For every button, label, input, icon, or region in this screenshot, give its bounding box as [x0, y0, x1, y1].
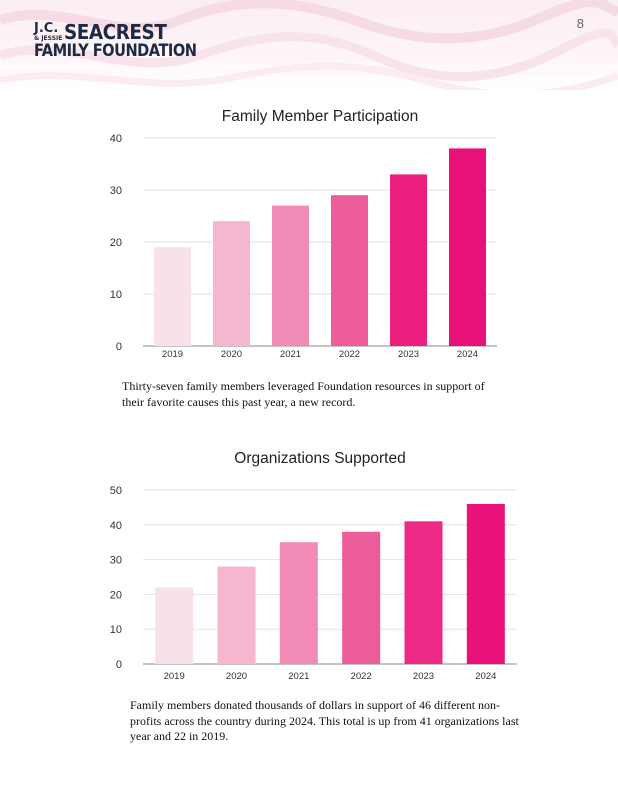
bar-2021: [279, 542, 318, 664]
x-tick-label: 2019: [164, 671, 185, 682]
chart-title-organizations: Organizations Supported: [234, 450, 406, 467]
logo-jc-jessie: J.C. & JESSIE: [34, 21, 63, 42]
y-tick-label: 20: [110, 589, 122, 601]
y-tick-label: 0: [116, 341, 122, 353]
x-tick-label: 2021: [288, 671, 309, 682]
bar-2024: [466, 503, 505, 664]
bar-2023: [390, 174, 427, 346]
y-tick-label: 40: [110, 520, 122, 532]
bar-2020: [213, 221, 250, 346]
x-tick-label: 2024: [457, 349, 478, 360]
x-tick-label: 2023: [398, 349, 419, 360]
page-number: 8: [576, 16, 584, 31]
y-tick-label: 50: [110, 485, 122, 497]
x-tick-label: 2024: [475, 671, 496, 682]
y-tick-label: 30: [110, 555, 122, 567]
bar-2019: [155, 587, 194, 664]
bar-2021: [272, 205, 309, 346]
y-tick-label: 10: [110, 624, 122, 636]
bar-2020: [217, 566, 256, 664]
caption-organizations: Family members donated thousands of doll…: [130, 698, 519, 743]
bar-2022: [342, 531, 381, 664]
y-tick-label: 20: [110, 237, 122, 249]
x-tick-label: 2020: [221, 349, 242, 360]
decorative-pattern: [0, 0, 618, 90]
caption-participation: Thirty-seven family members leveraged Fo…: [122, 379, 485, 409]
y-tick-label: 0: [116, 659, 122, 671]
y-tick-label: 40: [110, 133, 122, 145]
x-tick-label: 2022: [339, 349, 360, 360]
x-tick-label: 2021: [280, 349, 301, 360]
logo-jessie-text: & JESSIE: [34, 35, 63, 42]
x-tick-label: 2022: [351, 671, 372, 682]
header-band: [0, 0, 618, 90]
y-tick-label: 30: [110, 185, 122, 197]
x-tick-label: 2023: [413, 671, 434, 682]
logo-family-foundation-text: FAMILY FOUNDATION: [34, 41, 197, 61]
x-tick-label: 2020: [226, 671, 247, 682]
logo-seacrest-text: SEACREST: [64, 20, 167, 44]
y-tick-label: 10: [110, 289, 122, 301]
bar-2023: [404, 521, 443, 664]
foundation-logo: J.C. & JESSIE SEACREST FAMILY FOUNDATION: [34, 22, 223, 61]
x-tick-label: 2019: [162, 349, 183, 360]
logo-jc-text: J.C.: [34, 21, 59, 36]
bar-2022: [331, 195, 368, 346]
bar-2024: [449, 148, 486, 346]
chart-title-participation: Family Member Participation: [221, 108, 419, 125]
bar-2019: [154, 247, 191, 346]
